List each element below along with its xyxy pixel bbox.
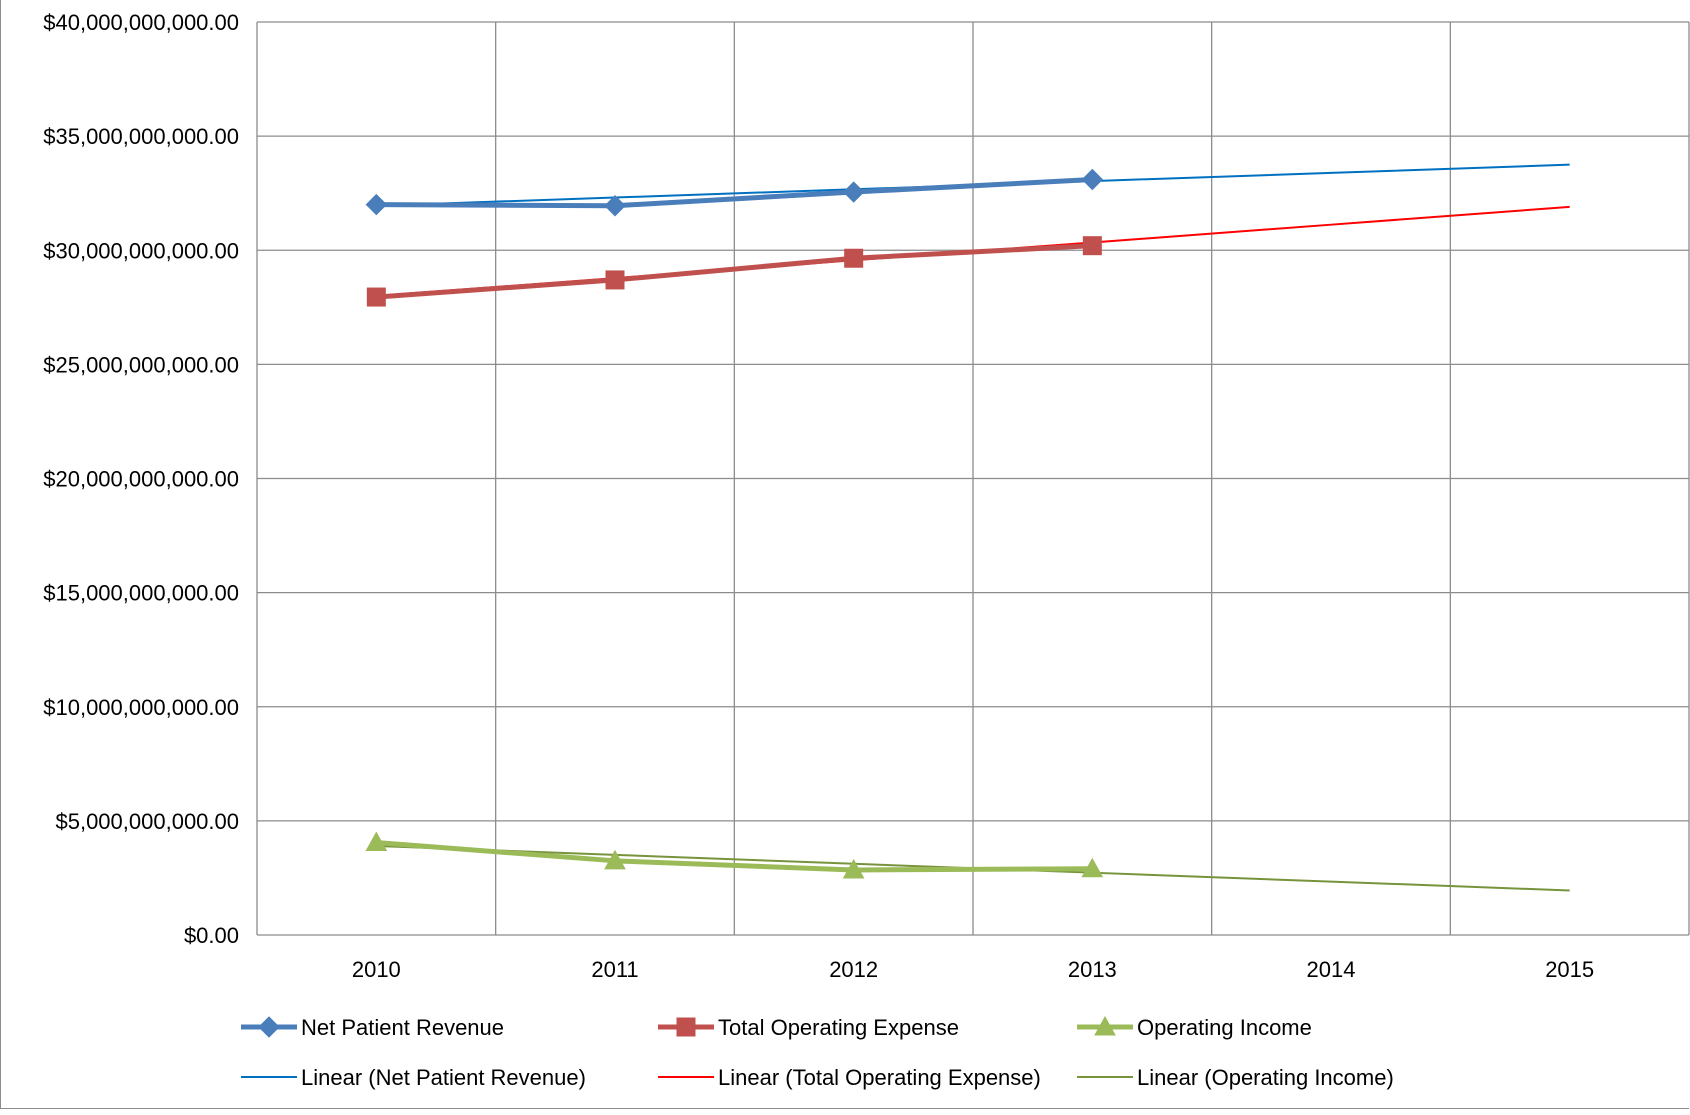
y-tick-label: $30,000,000,000.00	[43, 238, 239, 263]
legend-label: Linear (Net Patient Revenue)	[301, 1065, 586, 1090]
y-axis: $0.00 $5,000,000,000.00 $10,000,000,000.00…	[43, 10, 239, 948]
data-point-triangle	[604, 849, 626, 870]
data-point-diamond	[604, 195, 626, 217]
data-point-diamond	[365, 193, 388, 216]
x-tick-label: 2012	[829, 957, 878, 982]
legend-label: Operating Income	[1137, 1015, 1312, 1040]
y-tick-label: $10,000,000,000.00	[43, 695, 239, 720]
x-tick-label: 2011	[591, 957, 638, 982]
legend: Net Patient Revenue Total Operating Expen…	[241, 1015, 1394, 1090]
legend-label: Net Patient Revenue	[301, 1015, 504, 1040]
x-tick-label: 2015	[1545, 957, 1594, 982]
series-line	[376, 243, 1093, 300]
data-point-square	[605, 270, 625, 290]
data-point-triangle	[365, 831, 388, 852]
data-point-square	[676, 1017, 696, 1037]
x-tick-label: 2010	[352, 957, 401, 982]
legend-label: Total Operating Expense	[718, 1015, 959, 1040]
x-tick-label: 2013	[1068, 957, 1117, 982]
data-point-diamond	[258, 1016, 280, 1038]
y-tick-label: $40,000,000,000.00	[43, 10, 239, 35]
series-line	[376, 840, 1093, 873]
data-point-square	[1082, 236, 1102, 256]
data-point-diamond	[1081, 168, 1104, 191]
data-point-triangle	[1081, 857, 1104, 878]
data-series	[365, 168, 1104, 879]
gridlines	[256, 21, 1690, 936]
y-tick-label: $5,000,000,000.00	[55, 809, 239, 834]
y-tick-label: $25,000,000,000.00	[43, 352, 239, 377]
legend-label: Linear (Total Operating Expense)	[718, 1065, 1041, 1090]
data-point-triangle	[1094, 1015, 1116, 1036]
series-line	[376, 176, 1093, 209]
y-tick-label: $35,000,000,000.00	[43, 124, 239, 149]
x-axis: 2010 2011 2012 2013 2014 2015	[352, 957, 1594, 982]
x-tick-label: 2014	[1307, 957, 1356, 982]
data-point-diamond	[842, 181, 865, 203]
data-point-square	[366, 287, 386, 307]
y-tick-label: $20,000,000,000.00	[43, 467, 239, 492]
y-tick-label: $0.00	[184, 923, 239, 948]
data-point-triangle	[842, 858, 865, 879]
y-tick-label: $15,000,000,000.00	[43, 581, 239, 606]
data-point-square	[844, 248, 864, 268]
legend-label: Linear (Operating Income)	[1137, 1065, 1394, 1090]
